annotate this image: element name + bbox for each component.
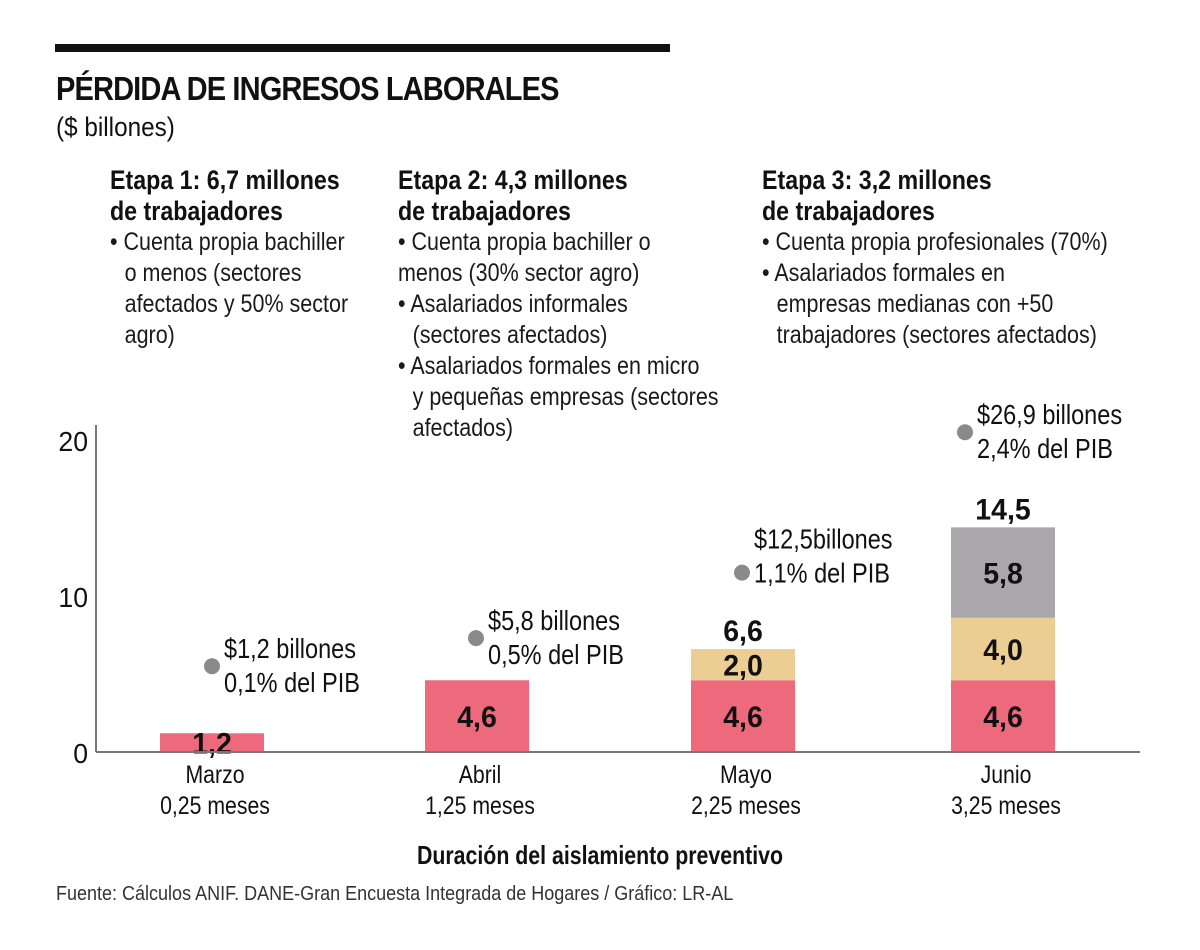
title-rule xyxy=(55,44,670,52)
chart-title: PÉRDIDA DE INGRESOS LABORALES xyxy=(56,70,560,107)
bar-segment-etapa-2 xyxy=(691,649,795,681)
y-tick-label: 0 xyxy=(73,737,88,769)
stage-bullet-line: o menos (sectores xyxy=(124,259,302,287)
x-tick-month: Marzo xyxy=(185,761,245,789)
bar-value-label: 5,8 xyxy=(983,558,1023,591)
bar-value-label: 2,0 xyxy=(723,650,763,683)
x-tick-label: Abril 1,25 meses xyxy=(395,760,565,822)
cumulative-marker-amount: $5,8 billones xyxy=(488,606,620,636)
stage-heading-line: de trabajadores xyxy=(762,196,935,226)
bar-segment-etapa-3 xyxy=(951,527,1055,618)
bar-total-label: 6,6 xyxy=(723,615,763,648)
stage-bullet-line: y pequeñas empresas (sectores xyxy=(412,383,719,411)
stage-heading-line: de trabajadores xyxy=(110,196,283,226)
stage-bullet-line: empresas medianas con +50 xyxy=(776,290,1054,318)
stage-bullet-line: menos (30% sector agro) xyxy=(398,259,640,287)
cumulative-marker-pib: 1,1% del PIB xyxy=(754,559,890,589)
x-tick-label: Mayo 2,25 meses xyxy=(661,760,831,822)
bar-segment-etapa-1 xyxy=(951,680,1055,752)
bar-value-label: 1,2 xyxy=(192,728,232,761)
x-tick-duration: 1,25 meses xyxy=(425,792,535,820)
bar-value-label: 4,6 xyxy=(983,701,1023,734)
x-tick-month: Junio xyxy=(980,761,1032,789)
x-tick-duration: 2,25 meses xyxy=(691,792,801,820)
stage-bullet-line: agro) xyxy=(124,321,175,349)
x-axis-title: Duración del aislamiento preventivo xyxy=(416,840,784,870)
stage-heading-line: Etapa 3: 3,2 millones xyxy=(762,165,992,195)
bar-segment-etapa-2 xyxy=(951,617,1055,681)
cumulative-marker-dot xyxy=(957,424,973,441)
stage-bullet-line: afectados y 50% sector xyxy=(124,290,349,318)
x-tick-duration: 3,25 meses xyxy=(951,792,1061,820)
y-tick-label: 20 xyxy=(58,425,88,457)
bar-segment-etapa-1 xyxy=(425,680,529,752)
stage-bullet-line: • Asalariados informales xyxy=(398,290,628,318)
cumulative-marker-dot xyxy=(204,658,220,675)
stage-3-annotation: Etapa 3: 3,2 millones de trabajadores • Cu… xyxy=(762,165,1108,351)
bar-value-label: 4,6 xyxy=(457,701,497,734)
cumulative-marker-amount: $26,9 billones xyxy=(977,400,1122,430)
stage-heading-line: Etapa 1: 6,7 millones xyxy=(110,165,340,195)
y-tick-label: 10 xyxy=(58,581,88,613)
cumulative-marker-pib: 0,1% del PIB xyxy=(224,668,360,698)
stage-bullet-line: • Cuenta propia profesionales (70%) xyxy=(762,228,1108,256)
x-tick-duration: 0,25 meses xyxy=(160,792,270,820)
cumulative-marker-pib: 2,4% del PIB xyxy=(977,434,1113,464)
stage-bullet-line: • Cuenta propia bachiller o xyxy=(398,228,651,256)
stage-heading-line: Etapa 2: 4,3 millones xyxy=(398,165,628,195)
stage-bullet-line: afectados) xyxy=(412,414,514,442)
bar-value-label: 4,0 xyxy=(983,634,1023,667)
stage-bullet-line: trabajadores (sectores afectados) xyxy=(776,321,1097,349)
stage-heading-line: de trabajadores xyxy=(398,196,571,226)
bar-value-label: 4,6 xyxy=(723,701,763,734)
cumulative-marker-dot xyxy=(468,630,484,647)
cumulative-marker-amount: $12,5billones xyxy=(754,525,893,555)
stage-1-annotation: Etapa 1: 6,7 millones de trabajadores • Cu… xyxy=(110,165,348,351)
chart-subtitle: ($ billones) xyxy=(56,112,175,142)
x-tick-month: Abril xyxy=(458,761,502,789)
stage-bullet-line: • Asalariados formales en xyxy=(762,259,1005,287)
cumulative-marker-dot xyxy=(734,564,750,581)
bar-segment-etapa-1 xyxy=(691,680,795,752)
stage-bullet-line: • Cuenta propia bachiller xyxy=(110,228,345,256)
cumulative-marker-amount: $1,2 billones xyxy=(224,634,356,664)
stage-bullet-line: • Asalariados formales en micro xyxy=(398,352,700,380)
cumulative-marker-pib: 0,5% del PIB xyxy=(488,640,624,670)
x-tick-month: Mayo xyxy=(720,761,772,789)
x-tick-label: Junio 3,25 meses xyxy=(921,760,1091,822)
bar-total-label: 14,5 xyxy=(975,494,1030,527)
source-note: Fuente: Cálculos ANIF. DANE-Gran Encuest… xyxy=(56,883,734,905)
bar-segment-etapa-1 xyxy=(160,733,264,752)
stage-bullet-line: (sectores afectados) xyxy=(412,321,608,349)
x-tick-label: Marzo 0,25 meses xyxy=(130,760,300,822)
stage-2-annotation: Etapa 2: 4,3 millones de trabajadores • Cu… xyxy=(398,165,719,444)
